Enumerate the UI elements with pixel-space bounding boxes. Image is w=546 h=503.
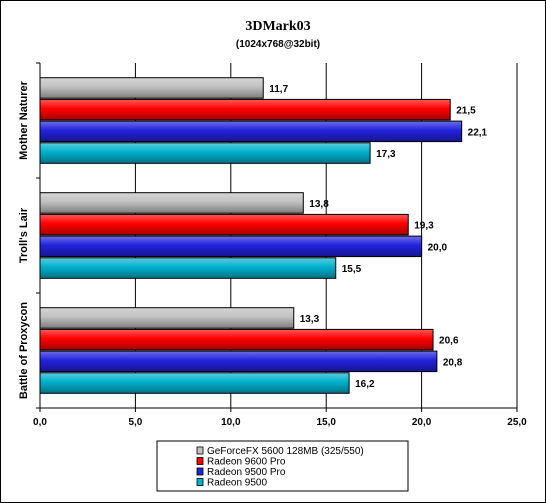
data-label: 21,5: [456, 106, 476, 117]
chart-subtitle: (1024x768@32bit): [236, 39, 320, 50]
bar: [39, 307, 295, 329]
category-label: Troll's Lair: [18, 207, 30, 263]
x-tick-label: 0,0: [33, 417, 47, 428]
bar: [39, 98, 451, 121]
x-tick-label: 10,0: [221, 417, 241, 428]
data-label: 20,6: [439, 336, 459, 347]
data-label: 20,0: [428, 242, 448, 253]
legend-swatch: [196, 457, 204, 465]
bar: [39, 328, 434, 351]
data-label: 16,2: [355, 379, 375, 390]
bar: [39, 372, 350, 394]
bar: [39, 192, 304, 214]
legend-swatch: [196, 467, 204, 476]
legend-swatch: [196, 478, 204, 486]
data-label: 13,8: [309, 199, 329, 210]
legend-item-label: Radeon 9500 Pro: [207, 467, 286, 478]
x-tick-label: 20,0: [412, 417, 432, 428]
data-label: 13,3: [300, 314, 320, 325]
data-label: 22,1: [468, 127, 488, 138]
x-tick-label: 15,0: [316, 417, 336, 428]
legend-swatch: [196, 446, 204, 455]
bar: [39, 235, 423, 258]
chart-title: 3DMark03: [245, 19, 310, 34]
legend-item-label: GeForceFX 5600 128MB (325/550): [207, 446, 364, 457]
bar: [39, 77, 264, 99]
data-label: 20,8: [443, 357, 463, 368]
bar: [39, 350, 438, 373]
data-label: 15,5: [342, 264, 362, 275]
bar: [39, 120, 463, 143]
category-label: Battle of Proxycon: [18, 302, 30, 399]
x-tick-label: 5,0: [128, 417, 142, 428]
x-tick-label: 25,0: [507, 417, 527, 428]
data-label: 19,3: [414, 221, 434, 232]
bar: [39, 213, 409, 236]
bar: [39, 142, 371, 164]
legend-item-label: Radeon 9600 Pro: [207, 457, 286, 468]
bar: [39, 257, 337, 279]
plot-area: 0,0 5,0 10,0 15,0 20,0 25,0 Mother Naturer Trol…: [18, 62, 527, 428]
legend: GeForceFX 5600 128MB (325/550)Radeon 960…: [156, 440, 409, 492]
data-label: 11,7: [269, 84, 288, 95]
legend-item-label: Radeon 9500: [207, 478, 267, 489]
data-label: 17,3: [376, 149, 396, 160]
category-label: Mother Naturer: [18, 80, 30, 160]
